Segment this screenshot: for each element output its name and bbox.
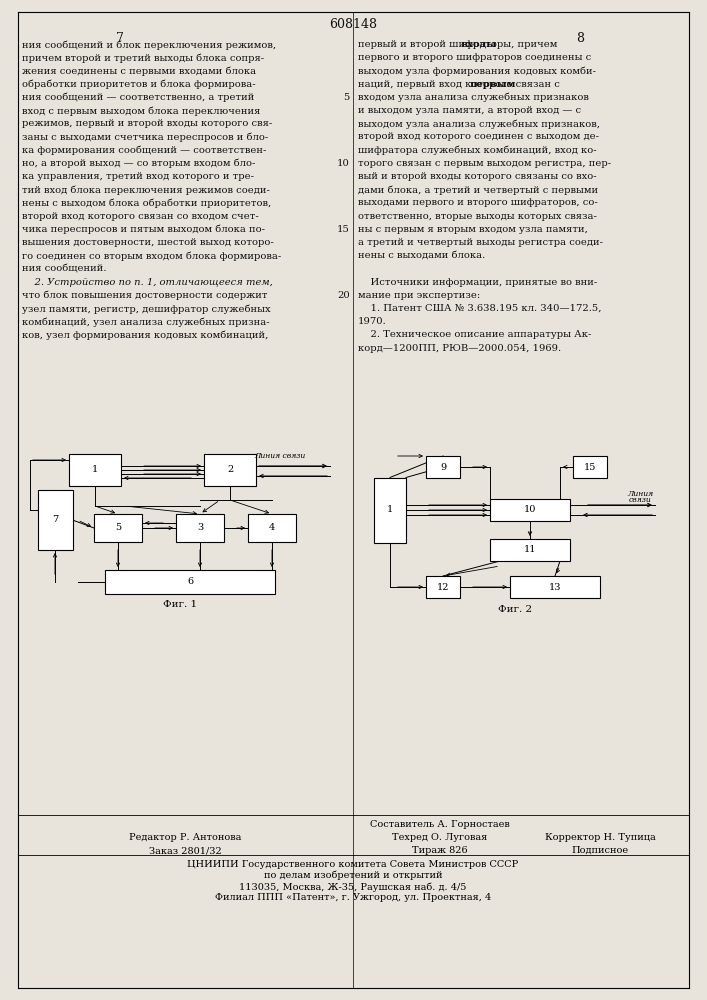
- Text: заны с выходами счетчика переспросов и бло-: заны с выходами счетчика переспросов и б…: [22, 132, 268, 142]
- Text: 5: 5: [344, 93, 350, 102]
- Text: входы: входы: [461, 40, 497, 49]
- Text: первым: первым: [470, 80, 516, 89]
- Text: дами блока, а третий и четвертый с первыми: дами блока, а третий и четвертый с первы…: [358, 185, 598, 195]
- Text: 12: 12: [437, 582, 449, 591]
- Bar: [374, 478, 406, 542]
- Text: Фиг. 1: Фиг. 1: [163, 600, 197, 609]
- Text: 13: 13: [549, 582, 561, 591]
- Text: Линия связи: Линия связи: [255, 452, 305, 460]
- Text: 1. Патент США № 3.638.195 кл. 340—172.5,: 1. Патент США № 3.638.195 кл. 340—172.5,: [358, 304, 602, 313]
- Text: ния сообщений — соответственно, а третий: ния сообщений — соответственно, а третий: [22, 93, 255, 102]
- Bar: [490, 539, 570, 561]
- Text: второй вход которого связан со входом счет-: второй вход которого связан со входом сч…: [22, 212, 259, 221]
- Text: вый и второй входы которого связаны со вхо-: вый и второй входы которого связаны со в…: [358, 172, 597, 181]
- Text: мание при экспертизе:: мание при экспертизе:: [358, 291, 480, 300]
- Text: 1: 1: [92, 466, 98, 475]
- Text: 10: 10: [524, 506, 536, 514]
- Bar: [490, 499, 570, 521]
- Text: режимов, первый и второй входы которого свя-: режимов, первый и второй входы которого …: [22, 119, 272, 128]
- Text: ка формирования сообщений — соответствен-: ка формирования сообщений — соответствен…: [22, 146, 267, 155]
- Text: Филиал ППП «Патент», г. Ужгород, ул. Проектная, 4: Филиал ППП «Патент», г. Ужгород, ул. Про…: [215, 893, 491, 902]
- Bar: [37, 490, 73, 550]
- Text: 6: 6: [187, 578, 193, 586]
- Text: 20: 20: [337, 291, 350, 300]
- Text: Редактор Р. Антонова: Редактор Р. Антонова: [129, 833, 241, 842]
- Text: чика переспросов и пятым выходом блока по-: чика переспросов и пятым выходом блока п…: [22, 225, 265, 234]
- Text: 7: 7: [52, 516, 58, 524]
- Text: 8: 8: [576, 32, 584, 45]
- Text: 15: 15: [584, 462, 596, 472]
- Text: 3: 3: [197, 524, 203, 532]
- Text: 1: 1: [387, 506, 393, 514]
- Text: первый и второй шифраторы, причем: первый и второй шифраторы, причем: [358, 40, 561, 49]
- Bar: [69, 454, 121, 486]
- Text: и выходом узла памяти, а второй вход — с: и выходом узла памяти, а второй вход — с: [358, 106, 581, 115]
- Text: Фиг. 2: Фиг. 2: [498, 605, 532, 614]
- Text: по делам изобретений и открытий: по делам изобретений и открытий: [264, 871, 443, 880]
- Text: 9: 9: [440, 462, 446, 472]
- Text: Составитель А. Горностаев: Составитель А. Горностаев: [370, 820, 510, 829]
- Text: 2. Устройство по п. 1, отличающееся тем,: 2. Устройство по п. 1, отличающееся тем,: [22, 278, 273, 287]
- Text: ка управления, третий вход которого и тре-: ка управления, третий вход которого и тр…: [22, 172, 254, 181]
- Text: 2: 2: [227, 466, 233, 475]
- Text: 1970.: 1970.: [358, 317, 387, 326]
- Bar: [176, 514, 224, 542]
- Text: Корректор Н. Тупица: Корректор Н. Тупица: [544, 833, 655, 842]
- Text: второй вход которого соединен с выходом де-: второй вход которого соединен с выходом …: [358, 132, 599, 141]
- Text: узел памяти, регистр, дешифратор служебных: узел памяти, регистр, дешифратор служебн…: [22, 304, 271, 314]
- Text: ЦНИИПИ Государственного комитета Совета Министров СССР: ЦНИИПИ Государственного комитета Совета …: [187, 860, 519, 869]
- Bar: [94, 514, 142, 542]
- Text: ния сообщений.: ния сообщений.: [22, 264, 107, 273]
- Text: вход с первым выходом блока переключения: вход с первым выходом блока переключения: [22, 106, 260, 115]
- Text: 5: 5: [115, 524, 121, 532]
- Text: связи: связи: [629, 496, 651, 504]
- Text: жения соединены с первыми входами блока: жения соединены с первыми входами блока: [22, 66, 256, 76]
- Text: ния сообщений и блок переключения режимов,: ния сообщений и блок переключения режимо…: [22, 40, 276, 49]
- Text: 113035, Москва, Ж-35, Раушская наб. д. 4/5: 113035, Москва, Ж-35, Раушская наб. д. 4…: [239, 882, 467, 892]
- Text: корд—1200ПП, РЮВ—2000.054, 1969.: корд—1200ПП, РЮВ—2000.054, 1969.: [358, 344, 561, 353]
- Text: 11: 11: [524, 546, 536, 554]
- Bar: [105, 570, 275, 594]
- Text: выходами первого и второго шифраторов, со-: выходами первого и второго шифраторов, с…: [358, 198, 597, 207]
- Text: торого связан с первым выходом регистра, пер-: торого связан с первым выходом регистра,…: [358, 159, 611, 168]
- Text: Подписное: Подписное: [571, 846, 629, 855]
- Text: Линия: Линия: [627, 490, 653, 498]
- Text: 7: 7: [116, 32, 124, 45]
- Text: обработки приоритетов и блока формирова-: обработки приоритетов и блока формирова-: [22, 80, 256, 89]
- Bar: [204, 454, 256, 486]
- Text: Заказ 2801/32: Заказ 2801/32: [148, 846, 221, 855]
- Text: вышения достоверности, шестой выход которо-: вышения достоверности, шестой выход кото…: [22, 238, 274, 247]
- Text: 10: 10: [337, 159, 350, 168]
- Text: а третий и четвертый выходы регистра соеди-: а третий и четвертый выходы регистра сое…: [358, 238, 603, 247]
- Text: но, а второй выход — со вторым входом бло-: но, а второй выход — со вторым входом бл…: [22, 159, 255, 168]
- Bar: [573, 456, 607, 478]
- Text: наций, первый вход которого связан с: наций, первый вход которого связан с: [358, 80, 563, 89]
- Text: Техред О. Луговая: Техред О. Луговая: [392, 833, 488, 842]
- Text: Тираж 826: Тираж 826: [412, 846, 468, 855]
- Text: комбинаций, узел анализа служебных призна-: комбинаций, узел анализа служебных призн…: [22, 317, 269, 327]
- Text: причем второй и третий выходы блока сопря-: причем второй и третий выходы блока сопр…: [22, 53, 264, 63]
- Text: шифратора служебных комбинаций, вход ко-: шифратора служебных комбинаций, вход ко-: [358, 146, 597, 155]
- Bar: [510, 576, 600, 598]
- Text: нены с выходами блока.: нены с выходами блока.: [358, 251, 485, 260]
- Text: нены с выходом блока обработки приоритетов,: нены с выходом блока обработки приоритет…: [22, 198, 271, 208]
- Text: 2. Техническое описание аппаратуры Ак-: 2. Техническое описание аппаратуры Ак-: [358, 330, 591, 339]
- Text: выходом узла формирования кодовых комби-: выходом узла формирования кодовых комби-: [358, 66, 596, 76]
- Text: 15: 15: [337, 225, 350, 234]
- Text: входом узла анализа служебных признаков: входом узла анализа служебных признаков: [358, 93, 589, 102]
- Text: ков, узел формирования кодовых комбинаций,: ков, узел формирования кодовых комбинаци…: [22, 330, 269, 340]
- Text: ны с первым я вторым входом узла памяти,: ны с первым я вторым входом узла памяти,: [358, 225, 588, 234]
- Bar: [426, 576, 460, 598]
- Text: что блок повышения достоверности содержит: что блок повышения достоверности содержи…: [22, 291, 267, 300]
- Text: выходом узла анализа служебных признаков,: выходом узла анализа служебных признаков…: [358, 119, 600, 129]
- Text: 608148: 608148: [329, 18, 377, 31]
- Text: Источники информации, принятые во вни-: Источники информации, принятые во вни-: [358, 278, 597, 287]
- Text: ответственно, вторые выходы которых связа-: ответственно, вторые выходы которых связ…: [358, 212, 597, 221]
- Bar: [248, 514, 296, 542]
- Text: 4: 4: [269, 524, 275, 532]
- Text: первого и второго шифраторов соединены с: первого и второго шифраторов соединены с: [358, 53, 591, 62]
- Bar: [426, 456, 460, 478]
- Text: тий вход блока переключения режимов соеди-: тий вход блока переключения режимов соед…: [22, 185, 270, 195]
- Text: го соединен со вторым входом блока формирова-: го соединен со вторым входом блока форми…: [22, 251, 281, 261]
